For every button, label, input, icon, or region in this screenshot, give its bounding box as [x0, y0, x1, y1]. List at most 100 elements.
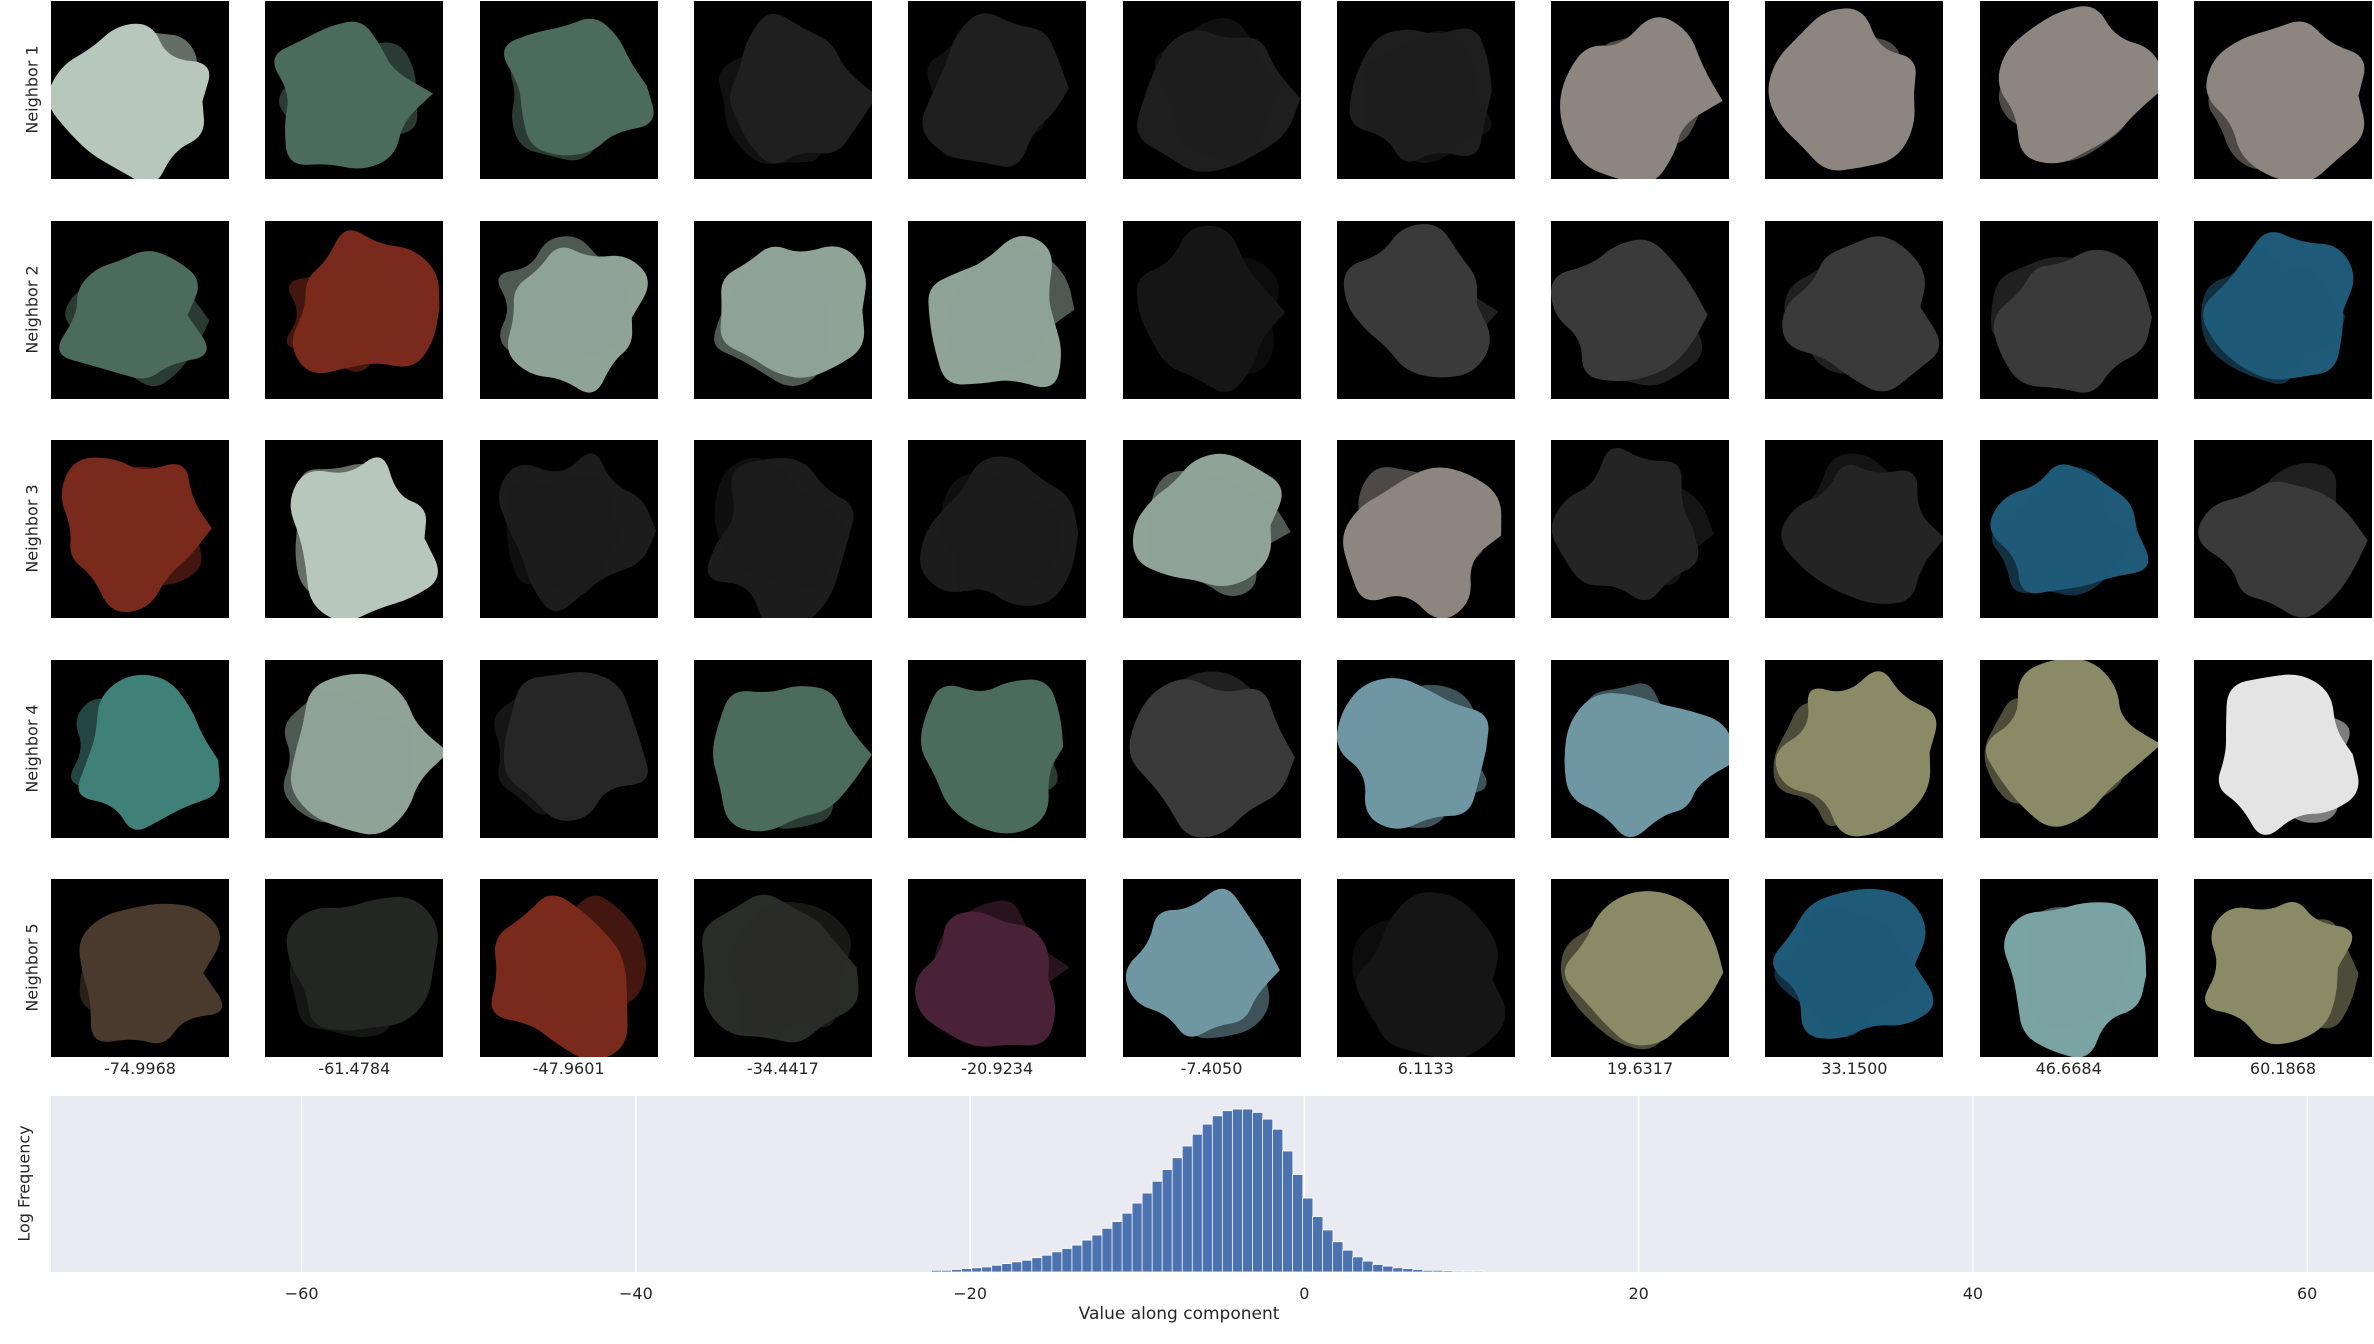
- histogram-bar: [1191, 1133, 1204, 1273]
- histogram-bar: [1031, 1257, 1043, 1273]
- neighbor-image-tile: [1765, 1, 1944, 179]
- histogram-bar: [1362, 1260, 1374, 1273]
- column-value-label: 33.1500: [1821, 1059, 1888, 1078]
- neighbor-image-tile: [1122, 1, 1301, 179]
- histogram-bar: [1282, 1150, 1294, 1273]
- neighbor-image-tile: [1979, 440, 2158, 618]
- neighbor-image-tile: [908, 1, 1087, 179]
- histogram-bar: [1011, 1261, 1023, 1273]
- neighbor-image-tile: [2194, 1, 2372, 179]
- x-tick-label: −60: [284, 1284, 319, 1303]
- histogram-bar: [1382, 1265, 1394, 1273]
- column-value-label: -74.9968: [104, 1059, 176, 1078]
- neighbor-image-tile: [1336, 879, 1515, 1057]
- neighbor-image-tile: [1765, 659, 1944, 838]
- neighbor-image-tile: [908, 220, 1087, 399]
- histogram-bar: [1402, 1268, 1414, 1273]
- neighbor-image-tile: [1122, 659, 1301, 838]
- histogram-bar: [1171, 1157, 1183, 1273]
- neighbor-image-tile: [1765, 879, 1944, 1057]
- neighbor-image-tile: [1122, 879, 1301, 1057]
- neighbor-image-tile: [908, 879, 1087, 1057]
- neighbor-image-tile: [2194, 220, 2372, 399]
- histogram-bar: [1352, 1256, 1364, 1273]
- histogram-bar: [1111, 1221, 1123, 1273]
- neighbor-image-tile: [265, 220, 444, 399]
- histogram-bar: [1252, 1112, 1264, 1273]
- neighbor-image-tile: [1551, 1, 1730, 179]
- histogram-bar: [991, 1264, 1003, 1273]
- histogram-bar: [1021, 1259, 1033, 1273]
- histogram-bar: [1061, 1248, 1073, 1273]
- neighbor-image-tile: [693, 1, 872, 179]
- neighbor-image-tile: [1122, 440, 1301, 618]
- neighbor-image-tile: [1979, 879, 2158, 1057]
- histogram-bar: [1241, 1108, 1254, 1273]
- histogram-bar: [1141, 1192, 1153, 1273]
- neighbor-image-tile: [2194, 440, 2372, 618]
- neighbor-image-tile: [479, 659, 658, 838]
- histogram-bar: [941, 1269, 953, 1273]
- histogram-bar: [1121, 1212, 1133, 1273]
- neighbor-image-tile: [51, 879, 229, 1057]
- histogram-bar: [1101, 1227, 1113, 1273]
- neighbor-image-tile: [51, 220, 229, 399]
- histogram-bar: [1422, 1269, 1434, 1273]
- y-axis-label: Log Frequency: [14, 1125, 34, 1242]
- column-value-label: 60.1868: [2249, 1059, 2317, 1078]
- histogram-bar: [951, 1269, 963, 1273]
- histogram-bar: [1452, 1270, 1464, 1273]
- neighbor-image-tile: [265, 879, 444, 1057]
- histogram-bar: [1302, 1197, 1314, 1273]
- x-tick-label: −40: [618, 1284, 653, 1303]
- histogram-bar: [1462, 1270, 1474, 1273]
- column-value-label: -34.4417: [746, 1059, 819, 1078]
- neighbor-image-tile: [265, 1, 444, 179]
- column-value-label: -7.4050: [1180, 1059, 1243, 1078]
- neighbor-image-tile: [2194, 879, 2372, 1057]
- histogram-bar: [1201, 1123, 1214, 1273]
- neighbor-image-tile: [1979, 1, 2158, 179]
- histogram-bar: [1372, 1264, 1384, 1273]
- histogram-bar: [1412, 1269, 1424, 1273]
- x-axis-label: Value along component: [1078, 1304, 1280, 1324]
- x-tick-label: 0: [1299, 1284, 1310, 1303]
- x-tick-label: 20: [1628, 1284, 1649, 1303]
- neighbor-image-tile: [693, 440, 872, 618]
- neighbor-image-tile: [1336, 659, 1515, 838]
- column-value-label: -20.9234: [961, 1059, 1034, 1078]
- histogram-bar: [1272, 1128, 1284, 1273]
- x-tick-label: −20: [953, 1284, 987, 1303]
- x-tick-label: 60: [2296, 1284, 2318, 1303]
- neighbor-image-tile: [479, 440, 658, 618]
- column-value-label: -47.9601: [532, 1059, 605, 1078]
- column-value-label: -61.4784: [318, 1059, 391, 1078]
- neighbor-image-tile: [1336, 1, 1515, 179]
- neighbor-image-tile: [908, 440, 1087, 618]
- histogram-bar: [1392, 1267, 1404, 1273]
- histogram-bar: [1081, 1239, 1093, 1273]
- neighbor-image-tile: [265, 659, 444, 838]
- neighbor-image-tile: [1979, 220, 2158, 399]
- histogram-bar: [1442, 1270, 1454, 1273]
- neighbor-image-tile: [1979, 659, 2158, 838]
- neighbor-image-tile: [1765, 220, 1944, 399]
- histogram-bar: [961, 1268, 973, 1273]
- neighbor-image-tile: [1122, 220, 1301, 399]
- histogram-bar: [1322, 1229, 1334, 1273]
- histogram-bar: [1211, 1115, 1224, 1273]
- neighbor-image-tile: [1336, 220, 1515, 399]
- neighbor-image-tile: [693, 879, 872, 1057]
- neighbor-image-tile: [1551, 659, 1730, 838]
- neighbor-image-tile: [479, 220, 658, 399]
- neighbor-image-tile: [693, 659, 872, 838]
- histogram-bar: [1332, 1241, 1344, 1273]
- neighbor-image-tile: [479, 879, 658, 1057]
- neighbor-image-tile: [51, 440, 229, 618]
- neighbor-image-tile: [693, 220, 872, 399]
- histogram-bar: [1181, 1145, 1193, 1273]
- neighbor-image-tile: [479, 1, 658, 179]
- neighbor-image-tile: [1336, 440, 1515, 618]
